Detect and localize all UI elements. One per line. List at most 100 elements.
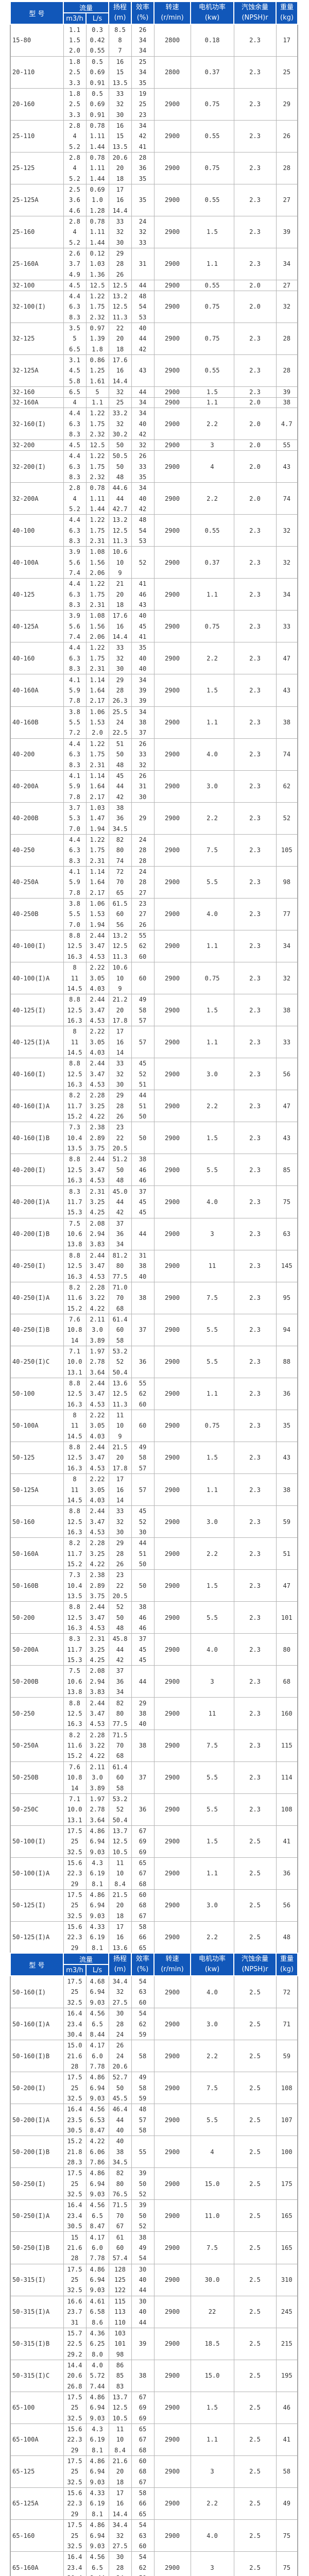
efficiency-cell: 41 (131, 632, 154, 642)
efficiency-cell: 67 (131, 1868, 154, 1879)
motor-power-cell: 1.1 (190, 397, 234, 409)
efficiency-cell: 31 (131, 247, 154, 281)
efficiency-cell: 36 (131, 1345, 154, 1378)
head-cell: 17 (108, 2487, 132, 2499)
flow-m3h-cell: 32.5 (63, 2093, 87, 2104)
flow-ls-cell: 6.94 (85, 1900, 109, 1911)
efficiency-cell: 50 (131, 1122, 154, 1155)
npsh-cell: 2.3 (233, 1729, 277, 1762)
motor-power-cell: 3.0 (190, 2007, 234, 2041)
efficiency-cell: 58 (131, 2040, 154, 2073)
flow-ls-cell: 3.47 (85, 1708, 109, 1719)
flow-ls-cell: 3.64 (85, 1367, 109, 1378)
table-row: 50-160(I)B 15.0 4.17 26 58 2900 2.2 2.5 59 (10, 2040, 298, 2073)
motor-power-cell: 5.5 (190, 1793, 234, 1826)
flow-m3h-cell: 29 (63, 2509, 87, 2520)
motor-power-cell: 1.1 (190, 578, 234, 611)
speed-cell: 2900 (153, 1090, 191, 1123)
head-cell: 10.5 (108, 1846, 132, 1858)
flow-ls-cell: 4.03 (85, 1047, 109, 1058)
efficiency-cell: 49 (131, 994, 154, 1005)
speed-cell: 2900 (153, 1154, 191, 1187)
flow-m3h-cell: 22.3 (63, 2434, 87, 2445)
efficiency-cell: 68 (131, 1878, 154, 1890)
flow-ls-cell: 9.03 (85, 1846, 109, 1858)
table-row: 32.5 9.03 10.5 69 (10, 2413, 298, 2424)
npsh-cell: 2.3 (233, 120, 277, 152)
motor-power-cell: 0.55 (190, 354, 234, 387)
motor-power-cell: 4 (190, 450, 234, 483)
speed-cell: 2900 (153, 929, 191, 963)
flow-m3h-cell: 17.5 (63, 1889, 87, 1900)
table-row: 3.7 1.03 28 (10, 259, 298, 269)
flow-m3h-cell: 3.5 (63, 322, 87, 333)
head-cell: 29 (108, 247, 132, 259)
efficiency-cell: 58 (131, 2487, 154, 2499)
model-cell: 50-160 (10, 1505, 64, 1538)
flow-ls-cell: 6.0 (85, 2242, 109, 2253)
flow-m3h-cell: 8 (63, 1026, 87, 1037)
flow-m3h-cell: 6.3 (63, 301, 87, 312)
model-cell: 32-100 (10, 280, 64, 291)
efficiency-cell: 39 (131, 2167, 154, 2179)
motor-power-cell: 3.0 (190, 770, 234, 803)
model-cell: 40-250(I)A (10, 1281, 64, 1314)
table-row: 6.3 1.75 12.5 54 (10, 525, 298, 536)
speed-cell: 2900 (153, 151, 191, 184)
flow-m3h-cell: 30.4 (63, 2572, 87, 2576)
efficiency-cell: 45 (131, 1505, 154, 1517)
head-cell: 20 (108, 1005, 132, 1015)
efficiency-cell: 23 (131, 109, 154, 121)
flow-m3h-cell: 7.6 (63, 1313, 87, 1325)
flow-m3h-cell: 14.5 (63, 1047, 87, 1058)
table-row: 29 8.1 8.4 68 (10, 2445, 298, 2456)
flow-ls-cell: 3.47 (85, 1516, 109, 1527)
head-cell: 13.2 (108, 514, 132, 526)
weight-cell: 48 (276, 1921, 298, 1954)
head-cell: 50 (108, 1612, 132, 1623)
efficiency-cell: 60 (131, 951, 154, 962)
motor-power-cell: 1.1 (190, 2423, 234, 2456)
head-cell: 20 (108, 589, 132, 600)
flow-m3h-cell: 8.3 (63, 1185, 87, 1197)
efficiency-cell: 54 (131, 301, 154, 312)
table-row: 12.5 3.47 20 58 (10, 1005, 298, 1015)
speed-cell: 2900 (153, 450, 191, 483)
flow-ls-cell: 6.94 (85, 2082, 109, 2093)
head-cell: 16 (108, 195, 132, 206)
model-cell: 40-160A (10, 674, 64, 707)
head-cell: 25 (108, 397, 132, 408)
head-cell: 37 (108, 1217, 132, 1229)
flow-ls-cell: 3.05 (85, 1420, 109, 1431)
flow-m3h-cell: 14 (63, 1335, 87, 1346)
motor-power-cell: 1.5 (190, 2391, 234, 2424)
head-cell: 28 (108, 2019, 132, 2029)
flow-m3h-cell: 29.2 (63, 2349, 87, 2360)
flow-m3h-cell: 32.5 (63, 2540, 87, 2552)
motor-power-cell: 7.5 (190, 1729, 234, 1762)
efficiency-cell: 34 (131, 482, 154, 494)
head-cell: 22 (108, 1580, 132, 1591)
efficiency-cell: 34 (131, 45, 154, 57)
head-cell: 57.4 (108, 2253, 132, 2264)
flow-ls-cell: 8.44 (85, 2572, 109, 2576)
weight-cell: 32 (276, 546, 298, 579)
efficiency-cell: 53 (131, 536, 154, 547)
motor-power-cell: 0.75 (190, 1409, 234, 1442)
npsh-cell: 2.3 (233, 1154, 277, 1187)
table-row: 21.6 6.0 60 49 (10, 2242, 298, 2253)
weight-cell: 74 (276, 738, 298, 771)
flow-m3h-cell: 8.2 (63, 1281, 87, 1293)
motor-power-cell: 3 (190, 439, 234, 451)
flow-m3h-cell: 7.1 (63, 1345, 87, 1357)
flow-ls-cell: 4.25 (85, 1207, 109, 1218)
flow-ls-cell: 4.3 (85, 1857, 109, 1868)
npsh-cell: 2.3 (233, 215, 277, 248)
table-row: 14 3.89 58 (10, 1783, 298, 1794)
efficiency-cell: 39 (131, 685, 154, 696)
speed-cell: 2900 (153, 2391, 191, 2424)
efficiency-cell: 66 (131, 1932, 154, 1943)
flow-m3h-cell: 29 (63, 2445, 87, 2456)
head-cell: 29 (108, 674, 132, 685)
flow-m3h-cell: 16.3 (63, 1175, 87, 1186)
